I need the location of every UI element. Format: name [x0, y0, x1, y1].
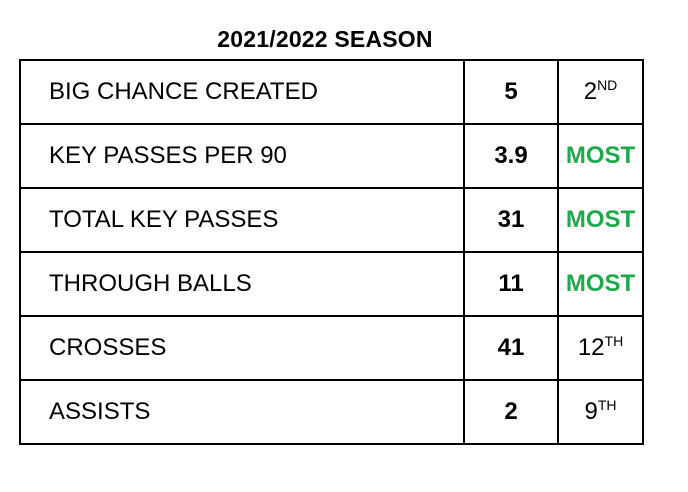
stat-value: 2 [463, 379, 559, 445]
table-row: BIG CHANCE CREATED 5 2ND [19, 59, 644, 125]
stat-value: 11 [463, 251, 559, 317]
stat-rank: MOST [566, 206, 635, 234]
stat-rank: MOST [566, 142, 635, 170]
stat-label: ASSISTS [19, 379, 465, 445]
stat-rank: 12TH [578, 334, 623, 362]
season-title: 2021/2022 SEASON [217, 26, 433, 52]
stat-rank: 9TH [584, 398, 616, 426]
rank-number: MOST [565, 270, 636, 297]
stat-rank-cell: MOST [557, 251, 644, 317]
stat-label: THROUGH BALLS [19, 251, 465, 317]
table-row: TOTAL KEY PASSES 31 MOST [19, 187, 644, 253]
rank-suffix: ND [597, 77, 618, 93]
stat-value: 3.9 [463, 123, 559, 189]
rank-number: MOST [565, 142, 636, 169]
stat-value: 41 [463, 315, 559, 381]
stats-table: BIG CHANCE CREATED 5 2ND KEY PASSES PER … [19, 59, 644, 445]
table-row: KEY PASSES PER 90 3.9 MOST [19, 123, 644, 189]
stat-label: KEY PASSES PER 90 [19, 123, 465, 189]
stat-rank-cell: MOST [557, 123, 644, 189]
table-row: CROSSES 41 12TH [19, 315, 644, 381]
rank-number: 9 [584, 398, 598, 425]
stat-label: BIG CHANCE CREATED [19, 59, 465, 125]
rank-suffix: TH [604, 333, 624, 349]
stat-value: 31 [463, 187, 559, 253]
stat-label: TOTAL KEY PASSES [19, 187, 465, 253]
rank-number: 12 [577, 334, 605, 361]
stat-rank-cell: 2ND [557, 59, 644, 125]
stat-rank-cell: 12TH [557, 315, 644, 381]
stat-rank: 2ND [584, 78, 618, 106]
stat-label: CROSSES [19, 315, 465, 381]
stat-value: 5 [463, 59, 559, 125]
table-row: THROUGH BALLS 11 MOST [19, 251, 644, 317]
rank-number: MOST [565, 206, 636, 233]
rank-suffix: TH [597, 397, 617, 413]
stat-rank: MOST [566, 270, 635, 298]
stat-rank-cell: MOST [557, 187, 644, 253]
table-row: ASSISTS 2 9TH [19, 379, 644, 445]
rank-number: 2 [583, 78, 598, 105]
stat-rank-cell: 9TH [557, 379, 644, 445]
